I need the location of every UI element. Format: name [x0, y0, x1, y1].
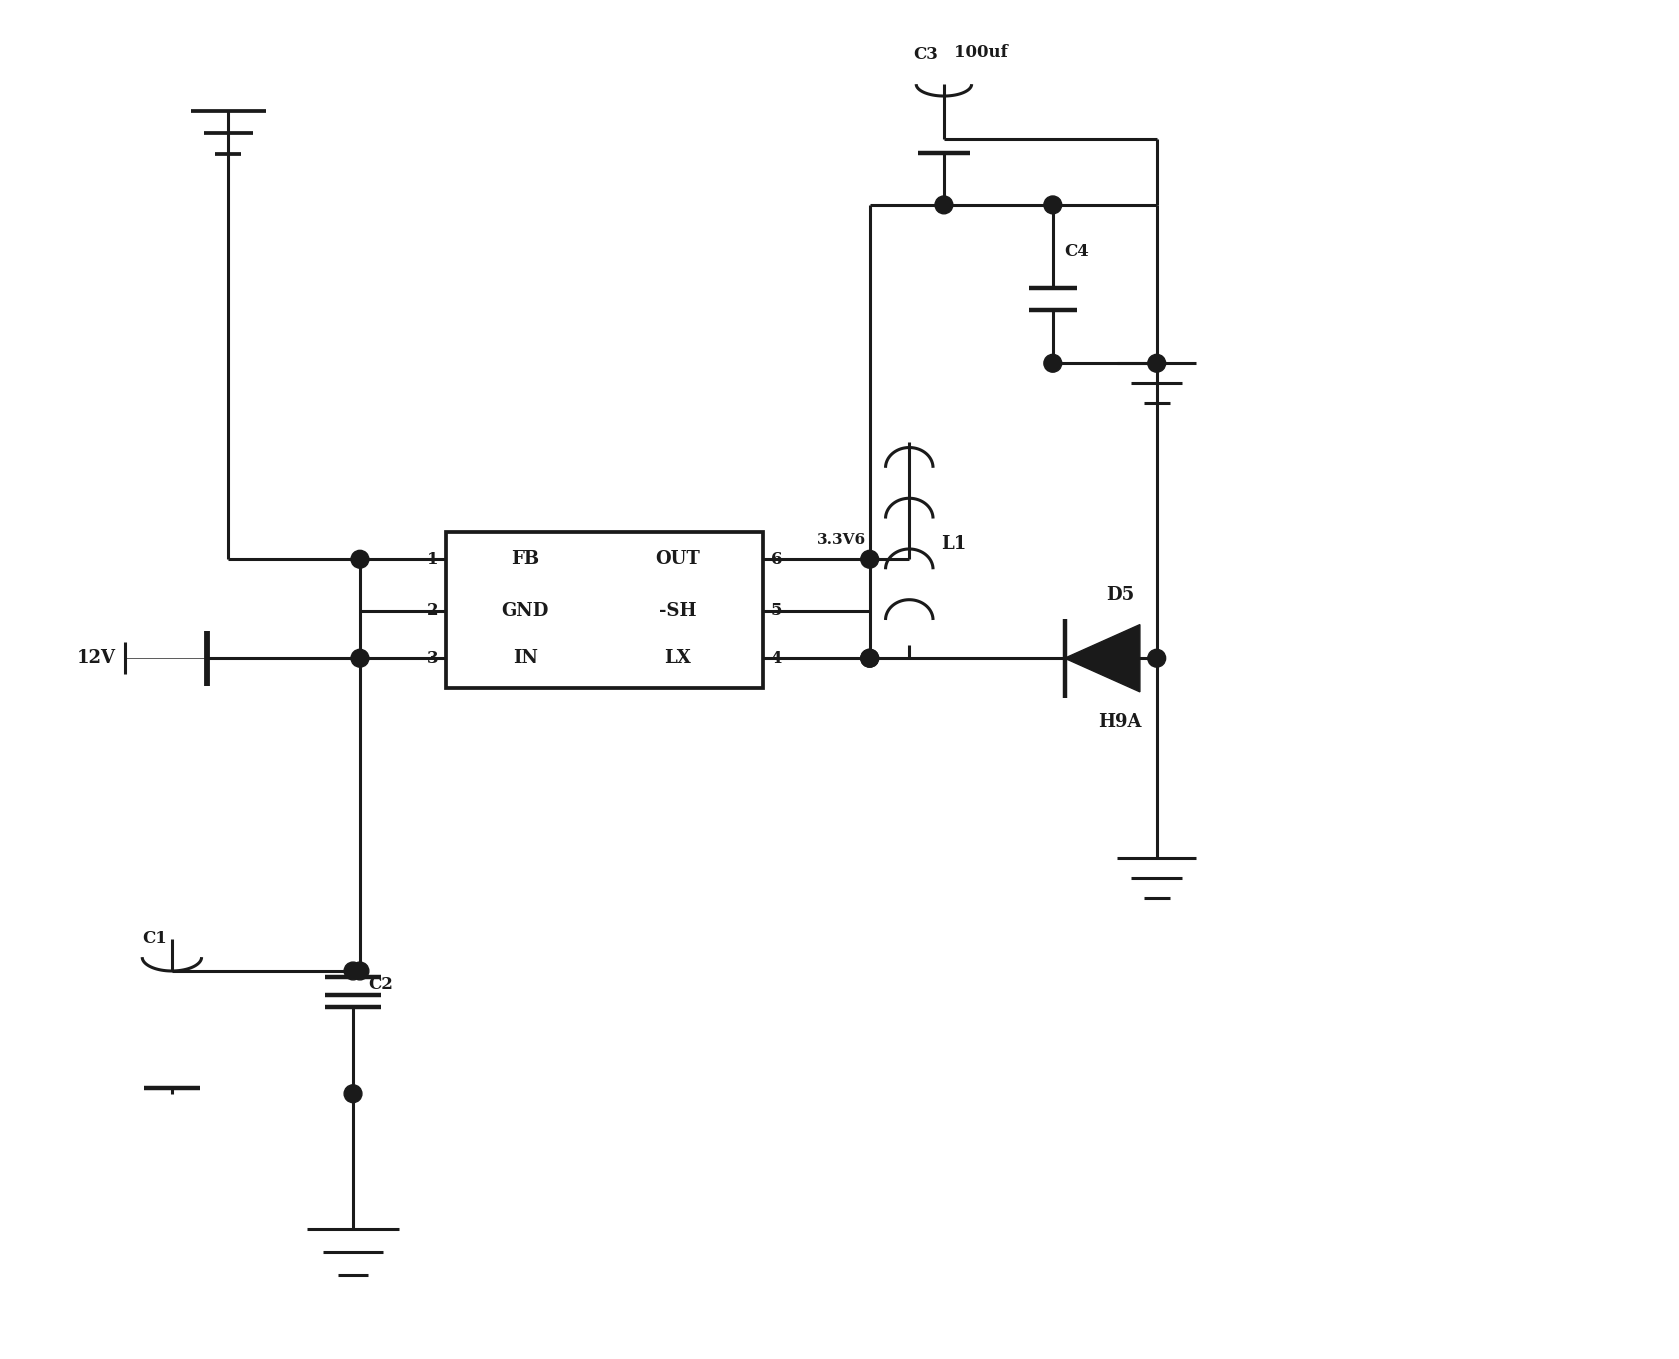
Text: 12V: 12V	[77, 650, 116, 667]
Circle shape	[1044, 355, 1061, 372]
Text: OUT: OUT	[655, 550, 700, 568]
Circle shape	[861, 650, 878, 667]
Text: C4: C4	[1064, 243, 1090, 261]
Text: C2: C2	[368, 976, 393, 993]
Text: GND: GND	[502, 602, 549, 620]
Circle shape	[344, 962, 363, 980]
Text: FB: FB	[510, 550, 539, 568]
Circle shape	[344, 1084, 363, 1102]
Text: 6: 6	[771, 550, 782, 568]
Circle shape	[1148, 355, 1165, 372]
Circle shape	[351, 962, 369, 980]
Polygon shape	[1064, 625, 1140, 692]
Text: 100uf: 100uf	[954, 43, 1007, 61]
Text: L1: L1	[940, 535, 965, 553]
Text: IN: IN	[512, 650, 537, 667]
Text: 4: 4	[771, 650, 782, 667]
Text: C3: C3	[913, 46, 939, 63]
Text: 5: 5	[771, 602, 782, 620]
Bar	[447, 531, 762, 688]
Text: D5: D5	[1106, 586, 1135, 603]
Circle shape	[861, 550, 878, 568]
Text: 3.3V6: 3.3V6	[818, 533, 866, 548]
Circle shape	[351, 650, 369, 667]
Text: LX: LX	[663, 650, 690, 667]
Circle shape	[1148, 650, 1165, 667]
Text: 1: 1	[426, 550, 438, 568]
Text: H9A: H9A	[1098, 712, 1142, 731]
Circle shape	[1044, 196, 1061, 213]
Text: -SH: -SH	[658, 602, 697, 620]
Circle shape	[861, 650, 878, 667]
Circle shape	[935, 196, 952, 213]
Circle shape	[351, 550, 369, 568]
Text: 3: 3	[426, 650, 438, 667]
Text: C1: C1	[143, 931, 166, 947]
Text: 2: 2	[426, 602, 438, 620]
